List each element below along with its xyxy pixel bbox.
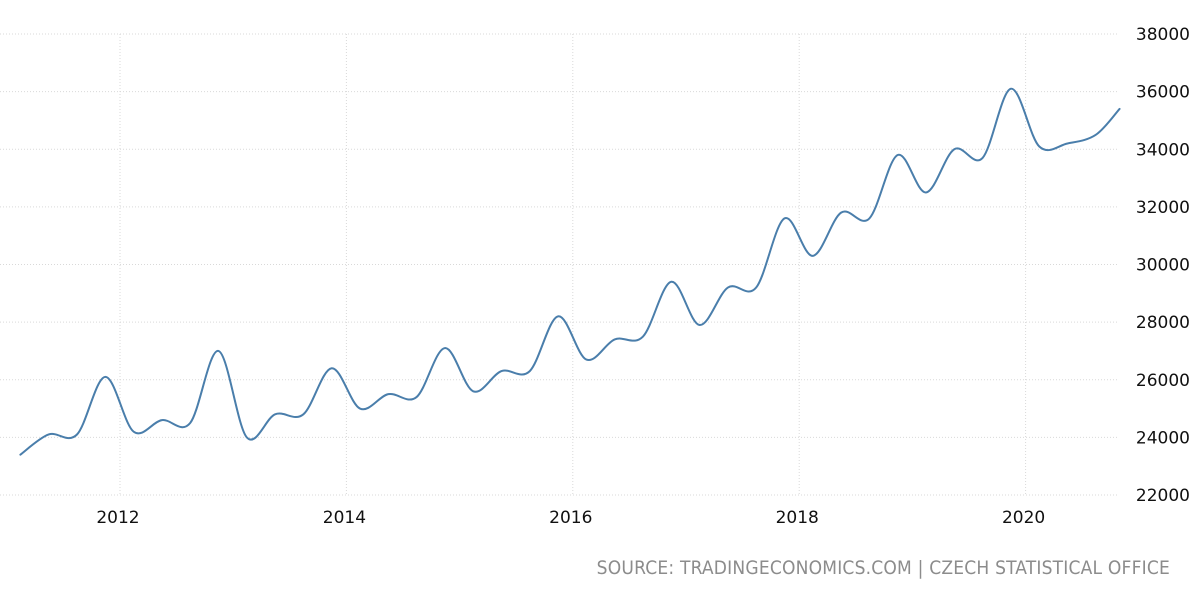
- grid: [0, 33, 1118, 496]
- x-tick-label: 2012: [96, 508, 139, 528]
- y-tick-label: 24000: [1136, 428, 1190, 448]
- x-tick-label: 2018: [776, 508, 819, 528]
- y-tick-label: 28000: [1136, 313, 1190, 333]
- y-tick-label: 30000: [1136, 256, 1190, 276]
- y-tick-label: 36000: [1136, 83, 1190, 103]
- y-tick-label: 22000: [1136, 486, 1190, 506]
- y-tick-label: 32000: [1136, 198, 1190, 218]
- y-tick-label: 26000: [1136, 371, 1190, 391]
- line-chart: 2012 2014 2016 2018 2020 22000 24000 26000 2800…: [0, 25, 1190, 528]
- y-tick-label: 34000: [1136, 140, 1190, 160]
- source-caption: SOURCE: TRADINGECONOMICS.COM | CZECH STA…: [596, 557, 1170, 579]
- x-tick-label: 2020: [1002, 508, 1045, 528]
- series-group: [19, 87, 1121, 456]
- y-tick-label: 38000: [1136, 25, 1190, 45]
- x-tick-label: 2016: [549, 508, 592, 528]
- series-line: [19, 87, 1121, 456]
- y-axis: 22000 24000 26000 28000 30000 32000 34000 36000…: [1136, 25, 1190, 506]
- x-axis: 2012 2014 2016 2018 2020: [96, 508, 1045, 528]
- x-tick-label: 2014: [323, 508, 366, 528]
